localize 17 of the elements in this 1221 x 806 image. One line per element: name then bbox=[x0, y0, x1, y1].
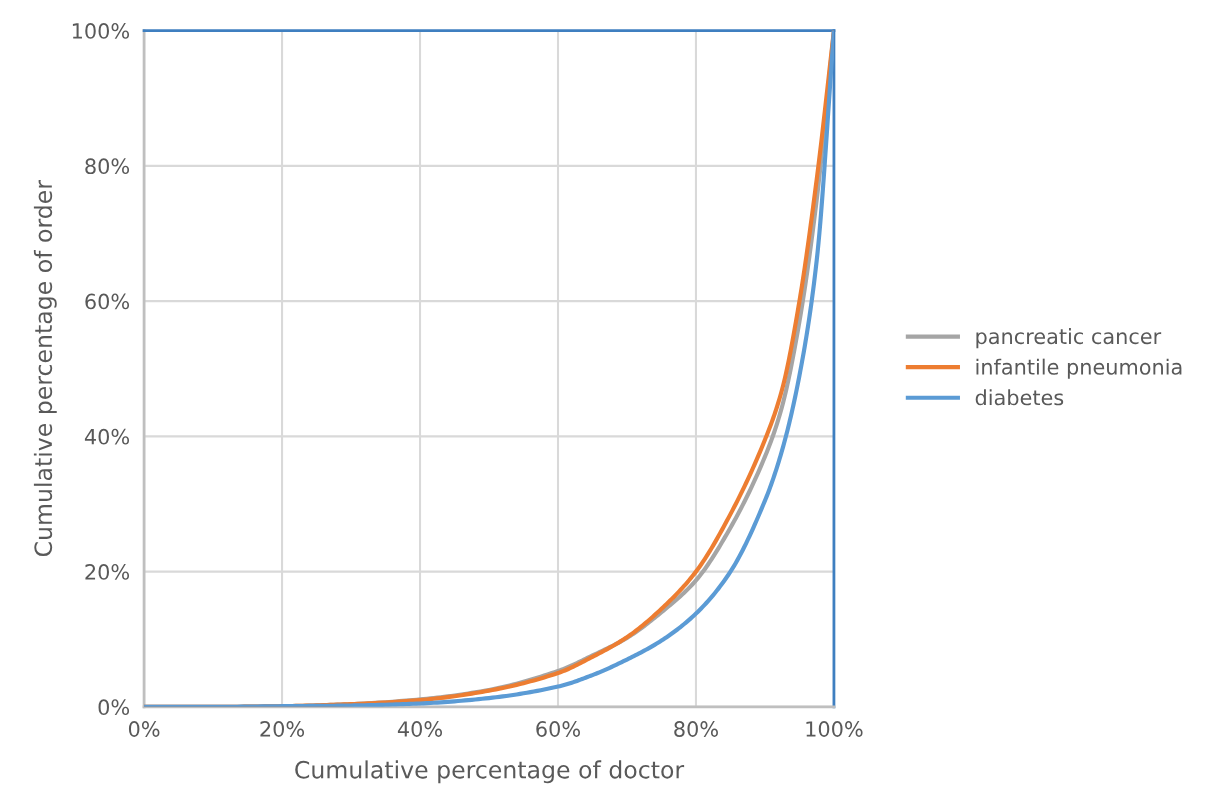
y-tick-label: 60% bbox=[85, 293, 130, 310]
x-axis-title: Cumulative percentage of doctor bbox=[295, 760, 685, 784]
legend-label: pancreatic cancer bbox=[976, 328, 1162, 349]
x-tick-label: 80% bbox=[674, 721, 718, 737]
legend-label: diabetes bbox=[975, 389, 1064, 406]
y-tick-label: 20% bbox=[85, 564, 130, 580]
x-tick-label: 20% bbox=[260, 721, 305, 737]
x-tick-label: 100% bbox=[806, 721, 863, 737]
y-tick-label: 100% bbox=[72, 23, 130, 39]
legend-label: infantile pneumonia bbox=[976, 358, 1182, 379]
y-tick-label: 0% bbox=[98, 699, 130, 716]
y-tick-label: 40% bbox=[84, 428, 130, 445]
y-tick-label: 80% bbox=[85, 158, 130, 175]
y-axis-title: Cumulative percentage of order bbox=[33, 180, 57, 557]
x-tick-label: 0% bbox=[128, 721, 160, 737]
x-tick-label: 40% bbox=[397, 721, 443, 737]
x-tick-label: 60% bbox=[536, 721, 580, 737]
